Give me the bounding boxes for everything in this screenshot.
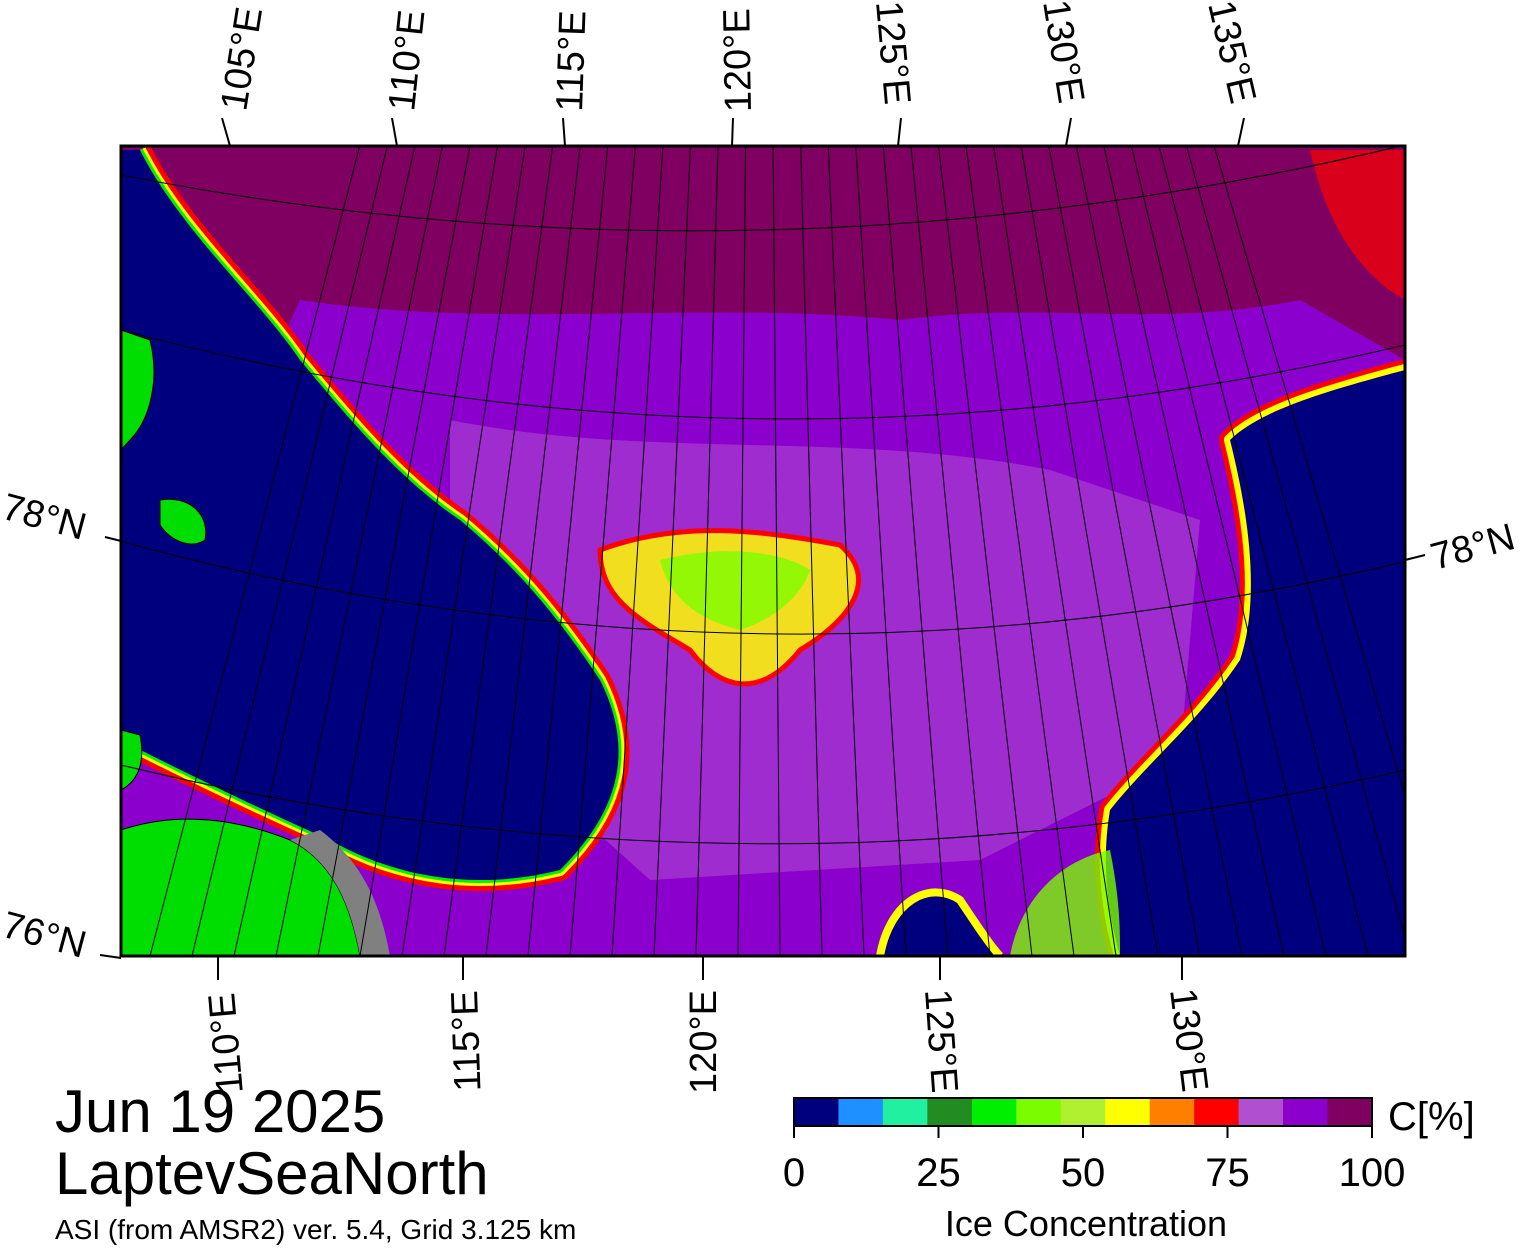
- meridian-line: [191, 146, 388, 956]
- meridian-line: [569, 146, 636, 956]
- colorbar-cell: [1016, 1098, 1062, 1126]
- colorbar-tick-label: 75: [1205, 1151, 1250, 1195]
- lat-label-78n-left: 78°N: [0, 486, 91, 549]
- colorbar-cell: [1149, 1098, 1195, 1126]
- bottom-longitude-labels: 110°E 115°E 120°E 125°E 130°E: [201, 956, 1215, 1096]
- parallel-top: [121, 146, 1403, 232]
- polynya-south: [880, 892, 1000, 956]
- lat-label-76n-left: 76°N: [0, 904, 91, 967]
- colorbar-cell: [1105, 1098, 1151, 1126]
- parallel-grid: [121, 146, 1405, 845]
- top-longitude-labels: 105°E 110°E 115°E 120°E 125°E 130°E 135°…: [213, 0, 1264, 147]
- meridian-line: [233, 146, 416, 956]
- lon-label-top-5: 130°E: [1034, 0, 1092, 106]
- map-date: Jun 19 2025: [55, 1078, 386, 1145]
- meridian-line: [1130, 146, 1327, 956]
- map-area: [121, 146, 1405, 956]
- meridian-line: [1213, 146, 1405, 798]
- ice-zone-mixed: [450, 420, 1200, 880]
- ice-patch-south: [1010, 850, 1120, 956]
- lon-label-bottom-4: 130°E: [1161, 986, 1215, 1094]
- land-severnaya-zemlya: [121, 329, 155, 451]
- lat-label-78n-right: 78°N: [1426, 516, 1519, 579]
- lon-label-bottom-0: 110°E: [201, 991, 252, 1095]
- colorbar-cells: [794, 1098, 1373, 1126]
- colorbar-tick-label: 25: [916, 1151, 961, 1195]
- parallel-upper: [121, 329, 1405, 420]
- meridian-line: [653, 146, 691, 956]
- map-region-name: LaptevSeaNorth: [55, 1140, 489, 1207]
- meridian-line: [527, 146, 609, 956]
- ice-patch-central-green: [660, 551, 810, 630]
- lon-label-top-2: 115°E: [549, 10, 595, 113]
- lon-label-top-0: 105°E: [213, 4, 271, 113]
- meridian-line: [1186, 146, 1405, 940]
- meridian-line: [772, 146, 781, 956]
- meridian-line: [485, 146, 581, 956]
- colorbar-cell: [1194, 1098, 1240, 1126]
- colorbar-cell: [838, 1098, 884, 1126]
- parallel-lower: [121, 764, 1405, 845]
- colorbar-title: Ice Concentration: [945, 1203, 1227, 1244]
- map-source-info: ASI (from AMSR2) ver. 5.4, Grid 3.125 km: [55, 1214, 577, 1245]
- meridian-line: [827, 146, 865, 956]
- meridian-line: [359, 146, 499, 956]
- meridian-line: [1075, 146, 1243, 956]
- colorbar-cell: [971, 1098, 1017, 1126]
- meridian-line: [695, 146, 719, 956]
- meridian-line: [149, 146, 361, 956]
- meridian-line: [965, 146, 1075, 956]
- meridian-line: [910, 146, 991, 956]
- meridian-line: [275, 146, 443, 956]
- land-island-small: [159, 498, 207, 545]
- meridian-line: [1158, 146, 1369, 956]
- colorbar-cell: [1238, 1098, 1284, 1126]
- meridian-line: [737, 146, 747, 956]
- meridian-line: [855, 146, 907, 956]
- ice-patch-central-red: [597, 528, 861, 687]
- colorbar-cell: [794, 1098, 839, 1126]
- marginal-ice-northeast: [1310, 150, 1405, 300]
- lon-label-bottom-3: 125°E: [916, 988, 965, 1095]
- colorbar-cell: [927, 1098, 973, 1126]
- meridian-line: [937, 146, 1033, 956]
- colorbar: 0 25 50 75 100 C[%] Ice Concentration: [783, 1095, 1475, 1244]
- map-frame: [119, 144, 1407, 958]
- meridian-line: [1103, 146, 1285, 956]
- colorbar-tick-label: 50: [1061, 1151, 1106, 1195]
- colorbar-cell: [1327, 1098, 1373, 1126]
- meridian-line: [443, 146, 554, 956]
- lon-label-top-4: 125°E: [867, 0, 918, 106]
- meridian-line: [800, 146, 823, 956]
- colorbar-cell: [882, 1098, 928, 1126]
- meridian-line: [1020, 146, 1159, 956]
- colorbar-tick-label: 100: [1339, 1151, 1406, 1195]
- colorbar-unit-label: C[%]: [1388, 1095, 1475, 1139]
- meridian-line: [317, 146, 471, 956]
- parallel-78n: [121, 540, 1405, 635]
- meridian-line: [611, 146, 664, 956]
- colorbar-tick-label: 0: [783, 1151, 805, 1195]
- meridian-grid: [149, 146, 1405, 956]
- lon-label-bottom-1: 115°E: [444, 990, 490, 1093]
- lon-label-top-1: 110°E: [381, 8, 433, 113]
- open-water-west: [121, 150, 619, 880]
- colorbar-ticks: 0 25 50 75 100: [783, 1126, 1406, 1195]
- meridian-line: [1048, 146, 1201, 956]
- colorbar-cell: [1060, 1098, 1106, 1126]
- lon-label-top-3: 120°E: [716, 8, 760, 113]
- colorbar-cell: [1283, 1098, 1329, 1126]
- meridian-line: [993, 146, 1117, 956]
- lon-label-bottom-2: 120°E: [683, 990, 725, 1094]
- lon-label-top-6: 135°E: [1199, 0, 1263, 107]
- meridian-line: [882, 146, 949, 956]
